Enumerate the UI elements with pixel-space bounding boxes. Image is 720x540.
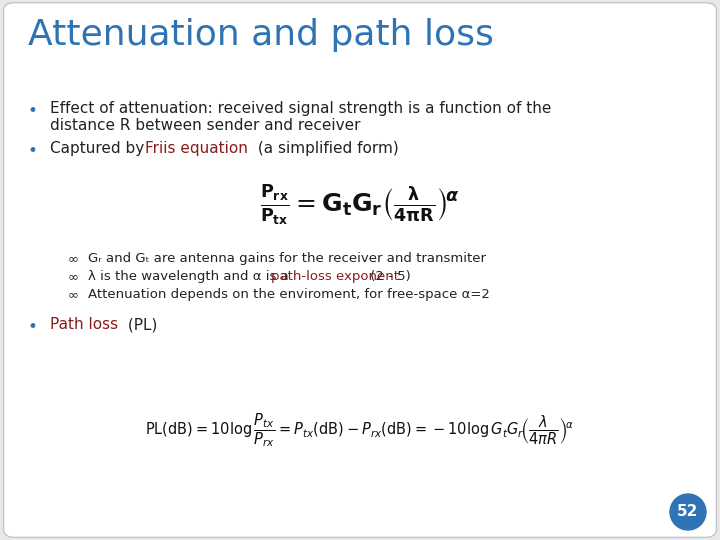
Text: Friis equation: Friis equation: [145, 141, 248, 156]
Text: •: •: [28, 142, 38, 160]
Text: Gᵣ and Gₜ are antenna gains for the receiver and transmiter: Gᵣ and Gₜ are antenna gains for the rece…: [88, 252, 486, 265]
Text: Effect of attenuation: received signal strength is a function of the: Effect of attenuation: received signal s…: [50, 101, 552, 116]
Text: path-loss exponent: path-loss exponent: [271, 270, 399, 283]
Text: Path loss: Path loss: [50, 317, 118, 332]
Text: λ is the wavelength and α is a: λ is the wavelength and α is a: [88, 270, 293, 283]
Text: Attenuation depends on the enviroment, for free-space α=2: Attenuation depends on the enviroment, f…: [88, 288, 490, 301]
Text: $\mathrm{PL}(\mathrm{dB})=10\log\dfrac{P_{tx}}{P_{rx}}=P_{tx}(\mathrm{dB})-P_{rx: $\mathrm{PL}(\mathrm{dB})=10\log\dfrac{P…: [145, 411, 575, 449]
Text: (PL): (PL): [123, 317, 158, 332]
Text: 52: 52: [678, 504, 698, 519]
Text: ∞: ∞: [68, 288, 79, 301]
Text: Attenuation and path loss: Attenuation and path loss: [28, 18, 494, 52]
Text: ∞: ∞: [68, 252, 79, 265]
Text: ∞: ∞: [68, 270, 79, 283]
Text: •: •: [28, 318, 38, 336]
Text: Captured by: Captured by: [50, 141, 149, 156]
Text: distance R between sender and receiver: distance R between sender and receiver: [50, 118, 361, 133]
Text: (a simplified form): (a simplified form): [253, 141, 399, 156]
Text: (2 - 5): (2 - 5): [366, 270, 410, 283]
Text: $\frac{\mathbf{P_{rx}}}{\mathbf{P_{tx}}} = \mathbf{G_t}\mathbf{G_r}\left(\frac{\: $\frac{\mathbf{P_{rx}}}{\mathbf{P_{tx}}}…: [260, 183, 460, 227]
Text: •: •: [28, 102, 38, 120]
Circle shape: [670, 494, 706, 530]
